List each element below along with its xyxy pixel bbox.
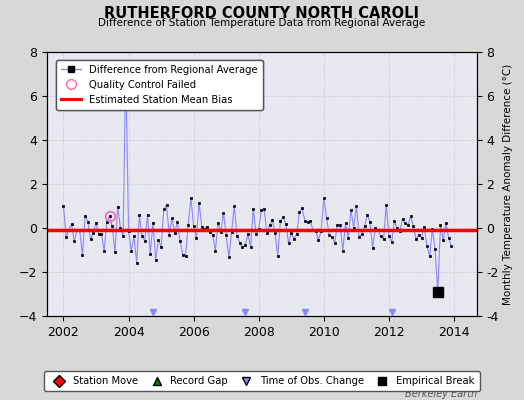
- Legend: Station Move, Record Gap, Time of Obs. Change, Empirical Break: Station Move, Record Gap, Time of Obs. C…: [45, 371, 479, 391]
- Text: Difference of Station Temperature Data from Regional Average: Difference of Station Temperature Data f…: [99, 18, 425, 28]
- Y-axis label: Monthly Temperature Anomaly Difference (°C): Monthly Temperature Anomaly Difference (…: [503, 63, 513, 305]
- Text: Berkeley Earth: Berkeley Earth: [405, 389, 477, 399]
- Text: RUTHERFORD COUNTY NORTH CAROLI: RUTHERFORD COUNTY NORTH CAROLI: [104, 6, 420, 21]
- Legend: Difference from Regional Average, Quality Control Failed, Estimated Station Mean: Difference from Regional Average, Qualit…: [57, 60, 263, 110]
